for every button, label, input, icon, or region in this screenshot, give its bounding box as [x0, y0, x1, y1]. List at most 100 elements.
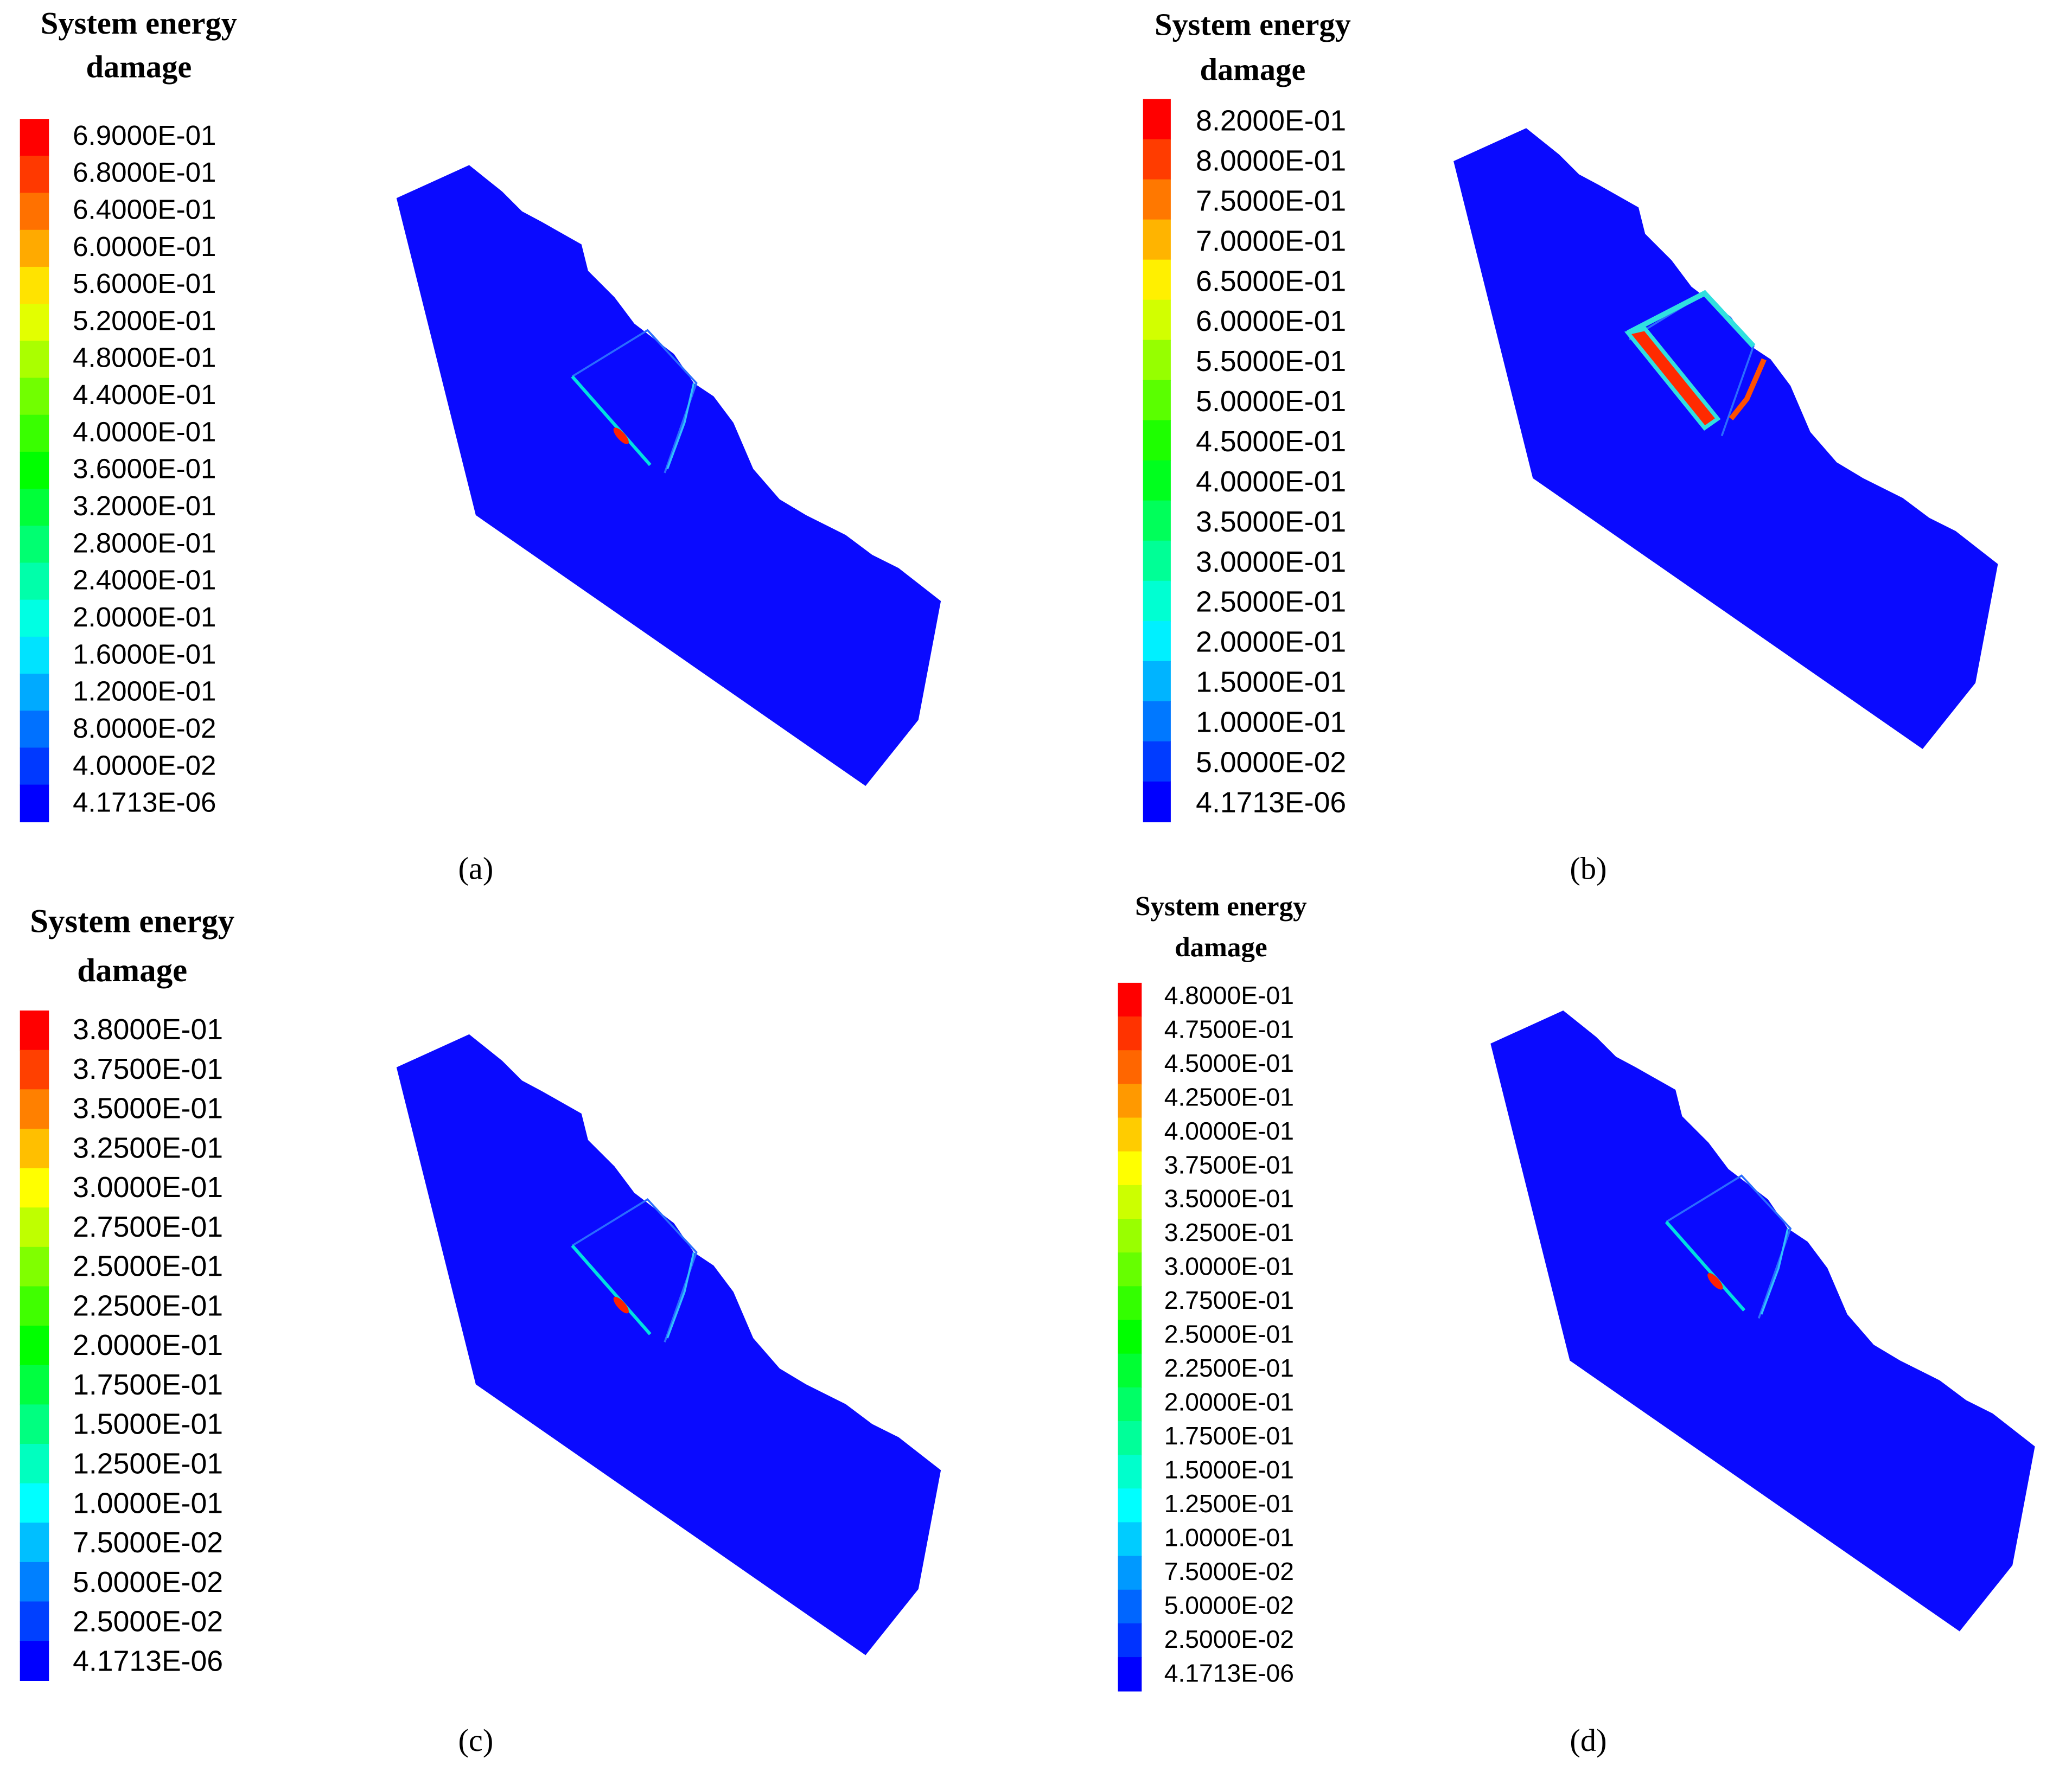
legend-title: damage	[1200, 52, 1306, 87]
color-band	[1143, 179, 1171, 220]
color-band	[1118, 1488, 1142, 1523]
color-band	[20, 1089, 49, 1130]
color-band	[1118, 982, 1142, 1018]
legend-label: 2.0000E-01	[1164, 1388, 1294, 1416]
color-band	[20, 1168, 49, 1208]
color-band	[20, 341, 49, 379]
color-band	[1143, 540, 1171, 581]
slope-body	[396, 165, 941, 786]
legend-label: 2.4000E-01	[73, 565, 216, 596]
color-band	[20, 1562, 49, 1602]
legend-title: System energy	[41, 5, 237, 41]
color-band	[20, 1365, 49, 1405]
legend-label: 1.0000E-01	[1164, 1523, 1294, 1551]
legend-title: damage	[1175, 932, 1267, 963]
color-band	[1118, 1084, 1142, 1118]
slope-model	[396, 1034, 941, 1655]
legend-label: 8.0000E-02	[73, 713, 216, 744]
color-band	[1118, 1387, 1142, 1422]
damage-core	[613, 427, 629, 444]
sliding-block-outline	[571, 329, 698, 474]
color-band	[20, 378, 49, 415]
color-band	[20, 229, 49, 268]
legend-label: 2.0000E-01	[73, 602, 216, 632]
legend-label: 4.1713E-06	[1164, 1659, 1294, 1687]
legend-label: 4.7500E-01	[1164, 1015, 1294, 1043]
legend-label: 3.0000E-01	[73, 1172, 223, 1204]
legend-label: 6.4000E-01	[73, 194, 216, 225]
panel: System energy damage 6.9000E-01 6.8000E-01 6…	[20, 5, 941, 886]
legend-label: 1.2500E-01	[73, 1448, 223, 1480]
legend-label: 4.5000E-01	[1164, 1049, 1294, 1077]
color-band	[1143, 621, 1171, 662]
color-band	[1118, 1421, 1142, 1456]
legend-label: 3.2000E-01	[73, 490, 216, 521]
legend-label: 3.5000E-01	[1196, 506, 1346, 538]
slope-model	[1453, 128, 1998, 749]
legend-label: 6.8000E-01	[73, 157, 216, 188]
legend-label: 1.5000E-01	[1164, 1455, 1294, 1483]
legend-label: 4.2500E-01	[1164, 1083, 1294, 1111]
color-band	[20, 674, 49, 712]
damage-core	[1707, 1273, 1723, 1290]
legend-label: 2.5000E-01	[1164, 1320, 1294, 1348]
color-band	[20, 1443, 49, 1484]
legend-label: 3.5000E-01	[73, 1093, 223, 1125]
slope-body	[1453, 128, 1998, 749]
legend-label: 1.7500E-01	[73, 1369, 223, 1401]
legend-label: 1.0000E-01	[1196, 706, 1346, 738]
slope-model	[396, 165, 941, 786]
color-band	[20, 1128, 49, 1169]
legend-label: 4.1713E-06	[73, 787, 216, 818]
color-band	[1143, 259, 1171, 300]
legend-label: 5.2000E-01	[73, 305, 216, 336]
legend-label: 3.7500E-01	[1164, 1150, 1294, 1179]
color-band	[1118, 1050, 1142, 1085]
color-band	[20, 1404, 49, 1445]
color-band	[1118, 1589, 1142, 1624]
damage-band	[1627, 290, 1756, 348]
panel: System energy damage 8.2000E-01 8.0000E-01 7…	[1143, 7, 1998, 886]
legend-label: 8.0000E-01	[1196, 145, 1346, 177]
legend-label: 3.8000E-01	[73, 1014, 223, 1046]
color-band	[20, 1010, 49, 1051]
color-band	[20, 414, 49, 453]
damage-band	[1729, 358, 1767, 421]
color-band	[20, 1286, 49, 1327]
crack	[666, 382, 695, 470]
color-band	[20, 266, 49, 305]
color-band	[1118, 1556, 1142, 1591]
legend-label: 2.8000E-01	[73, 527, 216, 558]
color-band	[1118, 1353, 1142, 1389]
legend-label: 6.0000E-01	[73, 231, 216, 262]
legend-label: 5.0000E-02	[1196, 746, 1346, 778]
color-band	[1118, 1320, 1142, 1354]
color-band	[20, 1641, 49, 1681]
color-band	[1118, 1623, 1142, 1658]
color-band	[1118, 1252, 1142, 1287]
slope-model	[1490, 1010, 2035, 1632]
color-band	[20, 1050, 49, 1090]
color-band	[1118, 1016, 1142, 1051]
color-band	[1143, 139, 1171, 180]
color-band	[1143, 460, 1171, 501]
legend-label: 7.5000E-01	[1196, 185, 1346, 217]
legend-label: 2.2500E-01	[1164, 1354, 1294, 1382]
legend-label: 6.5000E-01	[1196, 265, 1346, 297]
legend-label: 4.8000E-01	[1164, 981, 1294, 1009]
legend-label: 1.7500E-01	[1164, 1422, 1294, 1450]
legend-label: 1.5000E-01	[73, 1409, 223, 1441]
color-band	[1118, 1455, 1142, 1489]
color-band	[20, 747, 49, 785]
legend-label: 3.7500E-01	[73, 1053, 223, 1085]
legend-label: 4.0000E-01	[1196, 466, 1346, 498]
legend-label: 5.0000E-01	[1196, 386, 1346, 418]
caption: (c)	[458, 1723, 493, 1758]
damage-band	[1665, 1220, 1746, 1312]
legend-label: 2.5000E-01	[1196, 586, 1346, 618]
color-band	[20, 119, 49, 157]
legend-label: 4.0000E-02	[73, 750, 216, 781]
legend-title: System energy	[1155, 7, 1351, 42]
legend-label: 4.0000E-01	[1164, 1117, 1294, 1145]
